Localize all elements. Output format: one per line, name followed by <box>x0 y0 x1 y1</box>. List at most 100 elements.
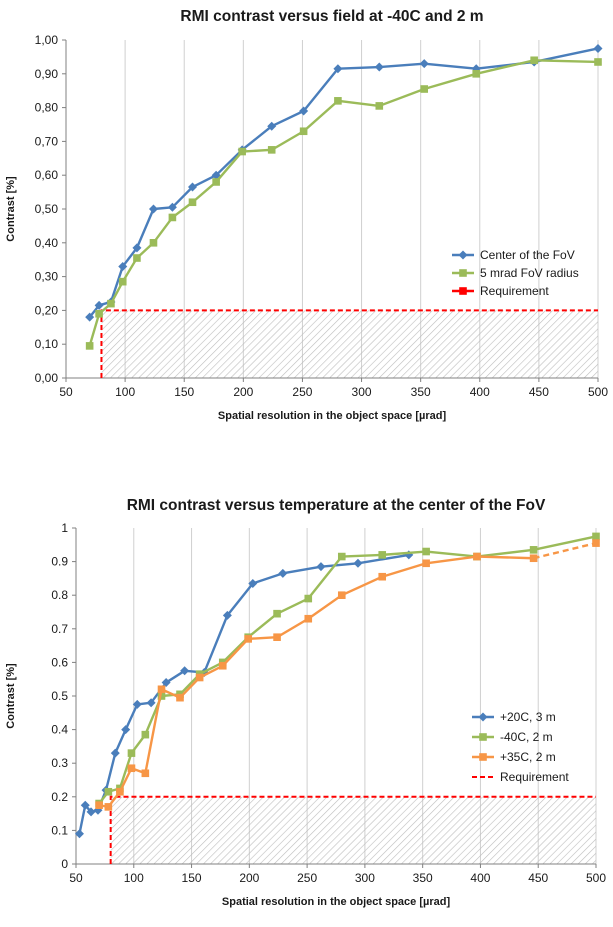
chart2-series-2-point <box>127 749 136 757</box>
chart1-y-tick-label: 1,00 <box>35 33 59 47</box>
chart2-series-2-point <box>337 552 346 561</box>
chart1-series-2-point <box>107 299 115 308</box>
chart2-legend-marker <box>479 733 487 741</box>
chart2-series-1-line <box>78 553 409 834</box>
chart1-series-2-line <box>88 59 599 347</box>
chart1-x-tick-label: 500 <box>588 385 608 399</box>
chart2-series-1-point <box>161 678 171 688</box>
chart2-series-3-point <box>141 769 150 778</box>
chart1-y-tick-label: 0,30 <box>35 270 59 284</box>
chart1-series-1-point <box>299 106 309 116</box>
chart1-series-2-point <box>375 102 384 110</box>
chart1-y-tick-label: 0,90 <box>35 67 59 81</box>
chart2-x-tick-label: 200 <box>239 871 259 885</box>
chart1-series-2-point <box>212 178 220 186</box>
chart2-legend-item: +35C, 2 m <box>472 750 556 764</box>
chart2-series-3-point <box>218 661 227 670</box>
chart2-legend-marker <box>478 712 488 722</box>
chart1-legend-marker <box>459 269 467 277</box>
chart2-y-tick-label: 0.4 <box>51 723 68 737</box>
chart2-series-3-point <box>104 803 113 811</box>
chart1-series-1-point <box>148 204 158 214</box>
chart2-x-tick-label: 50 <box>69 871 83 885</box>
chart2-legend-label: +20C, 3 m <box>500 710 556 724</box>
chart2-x-axis-title: Spatial resolution in the object space [… <box>222 896 451 908</box>
chart2-x-tick-label: 400 <box>470 871 490 885</box>
chart2-title: RMI contrast versus temperature at the c… <box>127 497 546 514</box>
chart1-title: RMI contrast versus field at -40C and 2 … <box>180 8 483 25</box>
chart1-series-1-point <box>167 202 177 212</box>
chart1-legend-item: 5 mrad FoV radius <box>452 266 579 280</box>
chart-temperature-svg: RMI contrast versus temperature at the c… <box>5 497 606 908</box>
chart1-x-tick-label: 150 <box>174 385 194 399</box>
chart2-legend-label: +35C, 2 m <box>500 750 556 764</box>
chart2-series-3-point <box>422 559 430 568</box>
chart2-series-2-line <box>98 535 597 805</box>
chart1-series-1-point <box>333 64 343 74</box>
chart1-legend-label: 5 mrad FoV radius <box>480 266 579 280</box>
chart2-y-axis-title: Contrast [%] <box>5 663 17 729</box>
chart2-series-1-point <box>180 666 190 676</box>
chart1-legend-label: Requirement <box>480 284 549 298</box>
chart1-series-1-point <box>374 62 384 72</box>
chart2-series-3-point <box>116 787 124 796</box>
chart1-series-1-line <box>88 47 599 318</box>
chart2-series-2-point <box>378 551 387 559</box>
chart2-series-2-point <box>422 547 430 556</box>
chart1-x-tick-label: 400 <box>470 385 490 399</box>
chart2-series-1-point <box>248 578 258 588</box>
chart2-x-tick-label: 450 <box>528 871 548 885</box>
chart2-y-tick-label: 1 <box>61 521 68 535</box>
chart-field: RMI contrast versus field at -40C and 2 … <box>0 0 613 440</box>
chart2-series-2-point <box>529 546 538 554</box>
chart1-series-1-point <box>419 59 429 69</box>
chart1-series-2-point <box>334 97 342 105</box>
chart2-y-tick-label: 0.9 <box>51 555 68 569</box>
chart1-series-2-point <box>472 70 481 78</box>
chart1-x-tick-label: 450 <box>529 385 549 399</box>
chart2-y-tick-label: 0.6 <box>51 655 68 669</box>
chart1-requirement-area <box>101 310 598 378</box>
chart1-series-1-point <box>593 43 603 53</box>
chart2-y-tick-label: 0 <box>61 857 68 871</box>
chart1-series-1-point <box>118 261 128 271</box>
chart1-series-2-point <box>420 85 429 93</box>
chart2-series-3-point <box>378 572 387 581</box>
chart2-series-2-point <box>304 594 313 603</box>
chart2-legend-label: Requirement <box>500 770 569 784</box>
chart2-series-1-point <box>86 807 96 817</box>
chart1-legend-item: Requirement <box>452 284 549 298</box>
chart2-series-1-point <box>110 748 120 758</box>
chart2-series-1-point <box>278 568 288 578</box>
chart2-series-3-point <box>127 764 136 773</box>
chart2-x-tick-label: 300 <box>355 871 375 885</box>
chart2-x-tick-label: 150 <box>182 871 202 885</box>
chart2-legend-label: -40C, 2 m <box>500 730 553 744</box>
chart2-series-1-point <box>222 610 232 620</box>
chart1-series-1-point <box>132 243 142 253</box>
chart2-series-3-point <box>176 693 184 702</box>
chart1-series-2-point <box>149 239 158 247</box>
chart1-series-2-point <box>168 213 177 222</box>
chart1-series-2-point <box>95 309 103 318</box>
chart-field-svg: RMI contrast versus field at -40C and 2 … <box>5 8 608 422</box>
chart1-legend-marker <box>459 287 467 295</box>
chart2-x-tick-label: 350 <box>413 871 433 885</box>
chart2-series-3-point <box>273 633 281 641</box>
chart1-x-tick-label: 350 <box>411 385 431 399</box>
chart1-series-2-point <box>238 147 246 156</box>
chart2-series-3-point <box>157 685 166 694</box>
chart2-series-3-point <box>529 554 538 563</box>
chart1-series-1-point <box>85 312 95 322</box>
chart2-y-tick-label: 0.5 <box>51 689 68 703</box>
chart1-series-2-point <box>267 146 276 154</box>
chart1-y-tick-label: 0,60 <box>35 168 59 182</box>
chart2-x-tick-label: 250 <box>297 871 317 885</box>
chart1-legend-marker <box>458 250 468 260</box>
chart2-series-1-point <box>132 699 142 709</box>
chart1-series-2-point <box>133 254 141 262</box>
chart2-legend-item: -40C, 2 m <box>472 730 553 744</box>
chart2-legend-item: +20C, 3 m <box>472 710 556 724</box>
chart1-series-2-point <box>594 58 602 66</box>
chart2-series-3-point <box>592 539 600 547</box>
